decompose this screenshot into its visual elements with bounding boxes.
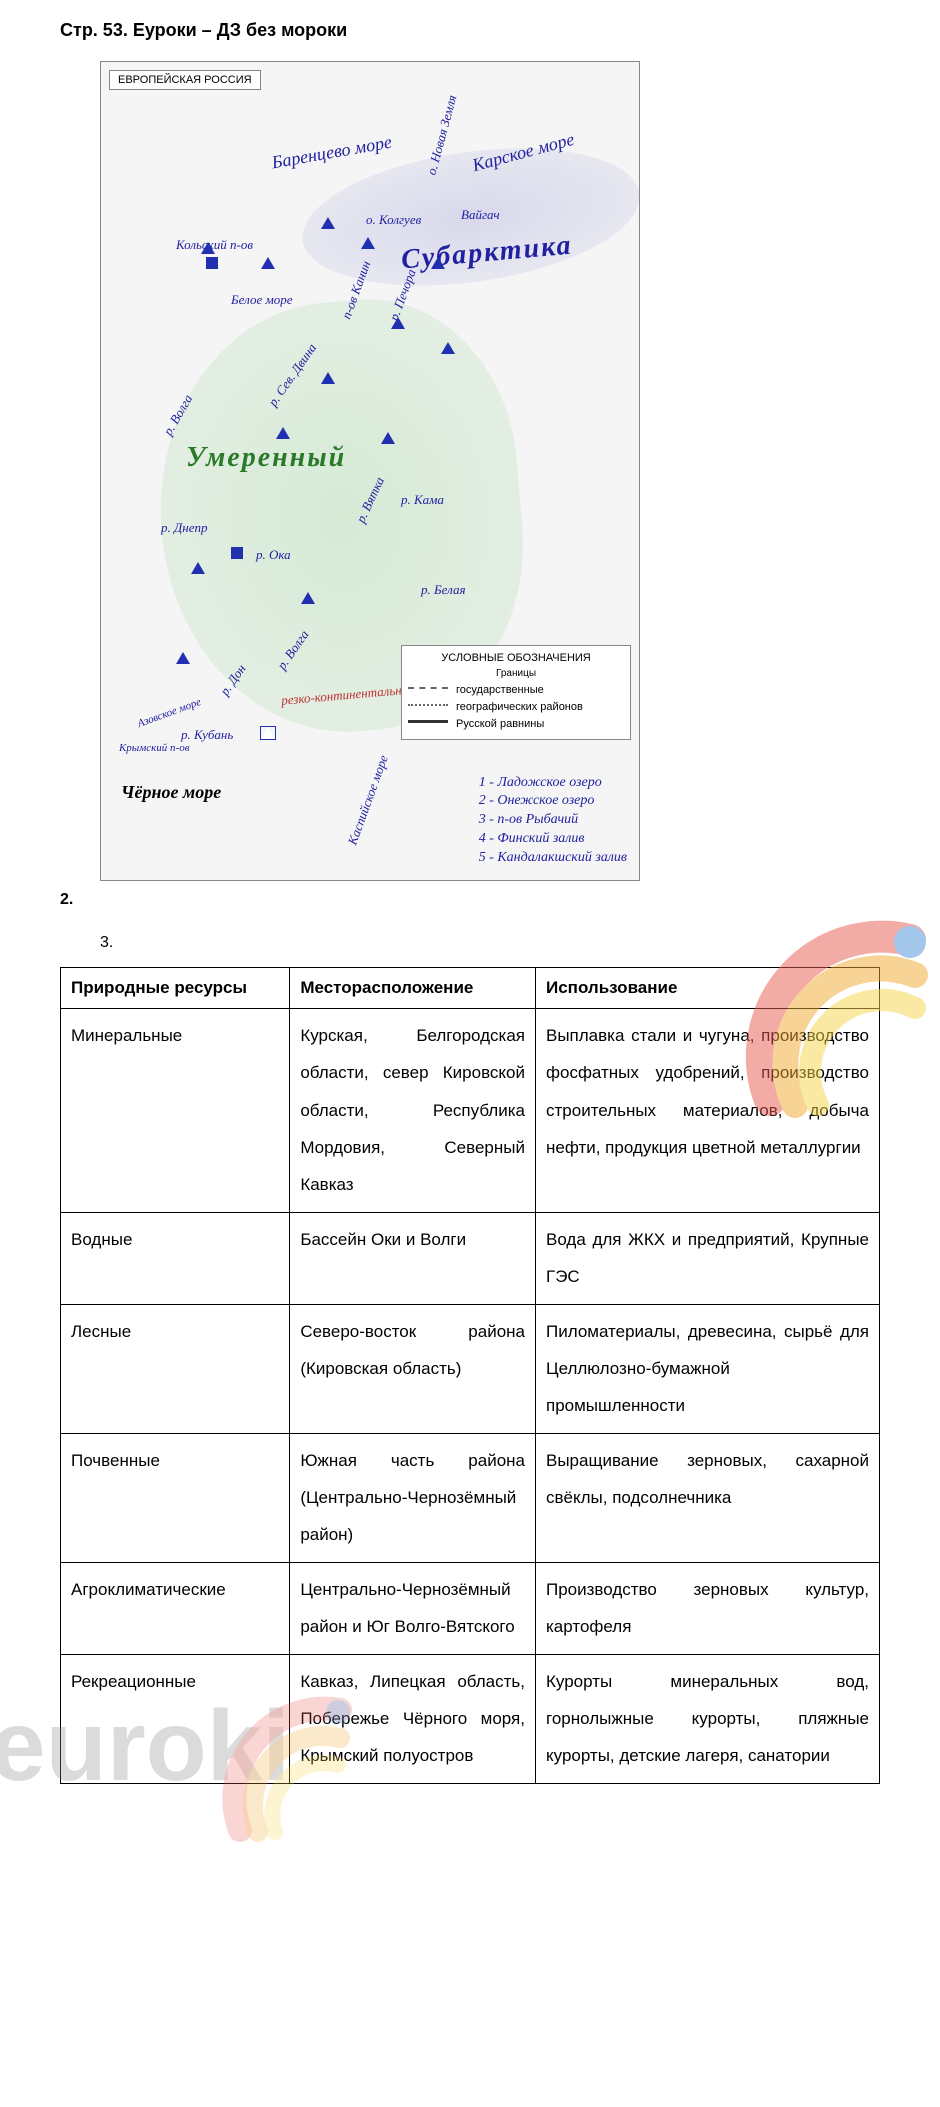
section-3: 3.	[100, 934, 880, 952]
list-item: 4 - Финский залив	[479, 830, 627, 849]
map-symbol	[391, 317, 405, 329]
map-legend: УСЛОВНЫЕ ОБОЗНАЧЕНИЯ Границы государстве…	[401, 645, 631, 740]
label-beloe: Белое море	[231, 292, 293, 308]
table-row: ВодныеБассейн Оки и ВолгиВода для ЖКХ и …	[61, 1212, 880, 1304]
table-cell: Вода для ЖКХ и предприятий, Крупные ГЭС	[536, 1212, 880, 1304]
table-cell: Центрально-Чернозёмный район и Юг Волго-…	[290, 1562, 536, 1654]
table-cell: Выплавка стали и чугуна, производство фо…	[536, 1008, 880, 1212]
table-header: Использование	[536, 968, 880, 1009]
map-symbol	[321, 372, 335, 384]
legend-symbol-plain	[408, 720, 448, 730]
table-cell: Рекреационные	[61, 1654, 290, 1783]
table-header-row: Природные ресурсы Месторасположение Испо…	[61, 968, 880, 1009]
label-belaya: р. Белая	[421, 582, 465, 598]
map-symbol	[301, 592, 315, 604]
map-symbol	[206, 257, 218, 269]
label-vaigach: Вайгач	[461, 207, 500, 223]
table-cell: Лесные	[61, 1304, 290, 1433]
label-dnepr: р. Днепр	[161, 520, 208, 536]
map-symbol	[276, 427, 290, 439]
list-item: 5 - Кандалакшский залив	[479, 849, 627, 868]
label-barents: Баренцево море	[270, 132, 393, 174]
table-row: ЛесныеСеверо-восток района (Кировская об…	[61, 1304, 880, 1433]
table-cell: Пиломатериалы, древесина, сырьё для Целл…	[536, 1304, 880, 1433]
table-row: РекреационныеКавказ, Липецкая область, П…	[61, 1654, 880, 1783]
legend-row: географических районов	[408, 700, 624, 714]
table-cell: Минеральные	[61, 1008, 290, 1212]
map-symbol	[441, 342, 455, 354]
label-black: Чёрное море	[121, 782, 221, 803]
table-row: МинеральныеКурская, Белгородская области…	[61, 1008, 880, 1212]
map-title: ЕВРОПЕЙСКАЯ РОССИЯ	[109, 70, 261, 90]
label-umerenny: Умеренный	[186, 442, 346, 474]
table-cell: Выращивание зерновых, сахарной свёклы, п…	[536, 1433, 880, 1562]
map-figure: ЕВРОПЕЙСКАЯ РОССИЯ Баренцево море Карско…	[100, 61, 640, 881]
legend-symbol-geo	[408, 704, 448, 714]
label-oka: р. Ока	[256, 547, 291, 563]
map-symbol	[431, 257, 445, 269]
map-symbol	[191, 562, 205, 574]
legend-symbol-state	[408, 687, 448, 697]
table-row: АгроклиматическиеЦентрально-Чернозёмный …	[61, 1562, 880, 1654]
map-body: ЕВРОПЕЙСКАЯ РОССИЯ Баренцево море Карско…	[101, 62, 639, 880]
map-symbol	[381, 432, 395, 444]
table-cell: Южная часть района (Центрально-Чернозёмн…	[290, 1433, 536, 1562]
label-krym: Крымский п-ов	[119, 742, 190, 754]
label-kama: р. Кама	[401, 492, 444, 508]
table-cell: Бассейн Оки и Волги	[290, 1212, 536, 1304]
map-symbol	[361, 237, 375, 249]
label-kaspiy: Каспийское море	[345, 753, 392, 847]
list-item: 2 - Онежское озеро	[479, 792, 627, 811]
table-cell: Кавказ, Липецкая область, Побережье Чёрн…	[290, 1654, 536, 1783]
map-symbol	[176, 652, 190, 664]
map-symbol	[261, 257, 275, 269]
table-cell: Северо-восток района (Кировская область)	[290, 1304, 536, 1433]
table-row: ПочвенныеЮжная часть района (Центрально-…	[61, 1433, 880, 1562]
legend-label: географических районов	[456, 701, 583, 713]
table-cell: Курская, Белгородская области, север Кир…	[290, 1008, 536, 1212]
map-symbol	[201, 242, 215, 254]
legend-row: государственные	[408, 683, 624, 697]
label-kolguev: о. Колгуев	[366, 212, 421, 228]
map-symbol	[321, 217, 335, 229]
list-item: 1 - Ладожское озеро	[479, 774, 627, 793]
map-symbol	[261, 727, 275, 739]
legend-label: государственные	[456, 684, 544, 696]
map-symbol	[231, 547, 243, 559]
table-cell: Курорты минеральных вод, горнолыжные кур…	[536, 1654, 880, 1783]
table-header: Месторасположение	[290, 968, 536, 1009]
legend-row: Русской равнины	[408, 717, 624, 730]
handwritten-list: 1 - Ладожское озеро 2 - Онежское озеро 3…	[479, 774, 627, 868]
table-header: Природные ресурсы	[61, 968, 290, 1009]
resources-table: Природные ресурсы Месторасположение Испо…	[60, 967, 880, 1784]
label-azov: Азовское море	[136, 696, 203, 730]
legend-title: УСЛОВНЫЕ ОБОЗНАЧЕНИЯ	[408, 652, 624, 664]
legend-label: Русской равнины	[456, 718, 544, 730]
table-cell: Агроклиматические	[61, 1562, 290, 1654]
table-cell: Почвенные	[61, 1433, 290, 1562]
label-kuban: р. Кубань	[181, 727, 233, 743]
page-title: Стр. 53. Еуроки – ДЗ без мороки	[60, 20, 880, 41]
legend-subtitle: Границы	[408, 668, 624, 679]
resources-table-wrap: Природные ресурсы Месторасположение Испо…	[60, 967, 880, 1784]
table-cell: Производство зерновых культур, картофеля	[536, 1562, 880, 1654]
table-cell: Водные	[61, 1212, 290, 1304]
list-item: 3 - п-ов Рыбачий	[479, 811, 627, 830]
section-2: 2.	[60, 891, 880, 909]
